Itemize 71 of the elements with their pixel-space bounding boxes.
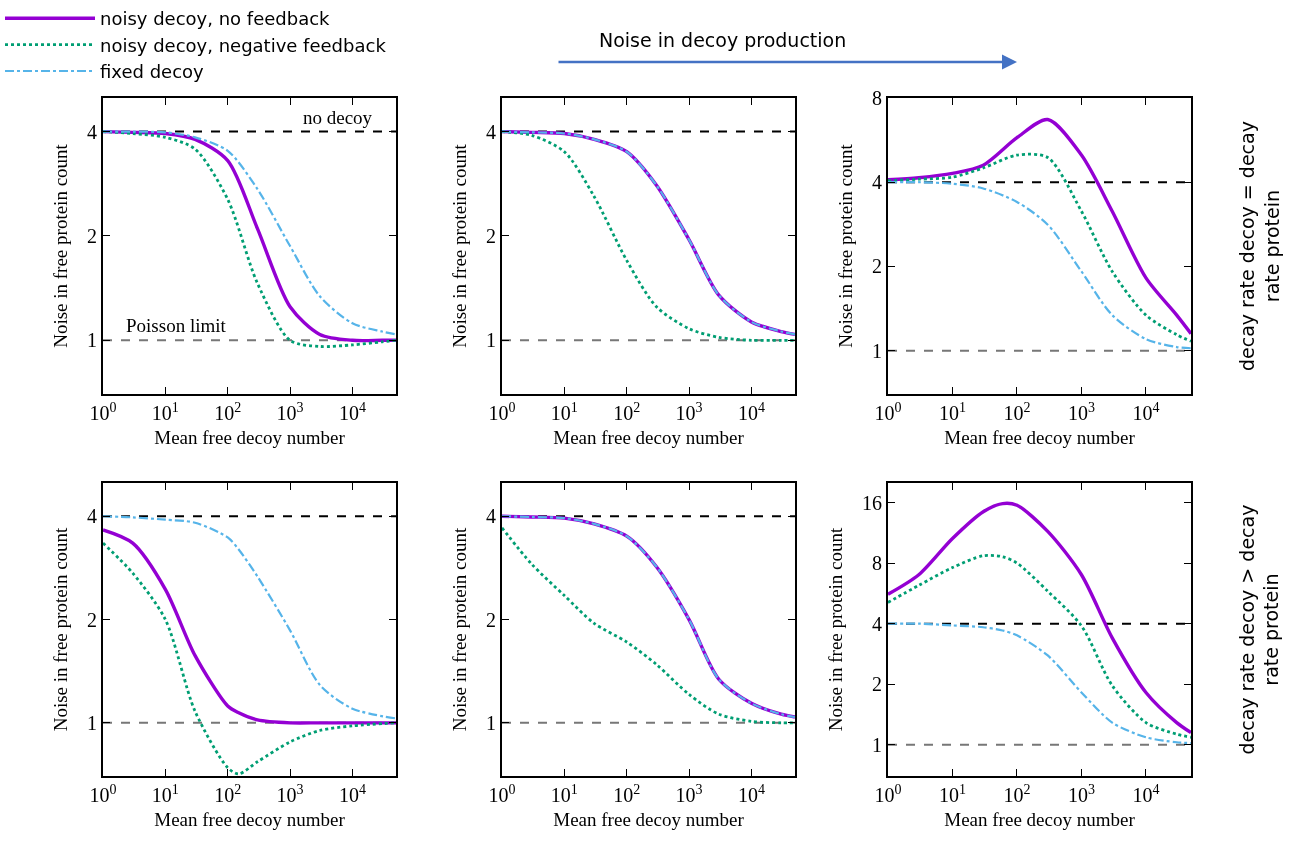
x-tick-label: 10$^{2}$ xyxy=(613,781,641,806)
y-tick-label: 1 xyxy=(872,733,882,756)
x-tick-label: 10$^{0}$ xyxy=(874,399,902,424)
ref-line-label: no decoy xyxy=(303,107,373,128)
y-axis-title: Noise in free protein count xyxy=(449,143,471,348)
y-tick-label: 1 xyxy=(872,339,882,362)
y-tick-label: 4 xyxy=(87,505,97,528)
ref-line-label: Poisson limit xyxy=(126,315,227,336)
x-tick-label: 10$^{2}$ xyxy=(214,781,242,806)
x-tick-label: 10$^{0}$ xyxy=(89,399,117,424)
x-tick-label: 10$^{3}$ xyxy=(1067,399,1095,424)
y-axis-title: Noise in free protein count xyxy=(835,143,857,348)
y-tick-label: 2 xyxy=(87,224,97,247)
x-tick-label: 10$^{1}$ xyxy=(151,399,179,424)
x-tick-label: 10$^{2}$ xyxy=(1003,399,1031,424)
x-tick-label: 10$^{0}$ xyxy=(89,781,117,806)
x-tick-label: 10$^{4}$ xyxy=(737,399,765,424)
x-tick-label: 10$^{3}$ xyxy=(675,399,703,424)
x-axis-title: Mean free decoy number xyxy=(154,427,346,449)
x-tick-label: 10$^{2}$ xyxy=(214,399,242,424)
y-tick-label: 4 xyxy=(486,120,496,143)
y-axis-title: Noise in free protein count xyxy=(449,526,471,732)
x-tick-label: 10$^{4}$ xyxy=(737,781,765,806)
x-tick-label: 10$^{2}$ xyxy=(613,399,641,424)
x-tick-label: 10$^{2}$ xyxy=(1003,781,1031,806)
x-axis-title: Mean free decoy number xyxy=(154,809,346,831)
y-tick-label: 2 xyxy=(486,608,496,631)
y-tick-label: 1 xyxy=(87,329,97,352)
x-tick-label: 10$^{3}$ xyxy=(276,399,304,424)
x-tick-label: 10$^{1}$ xyxy=(938,399,966,424)
y-tick-label: 2 xyxy=(486,224,496,247)
legend-label: noisy decoy, negative feedback xyxy=(100,34,387,56)
y-axis-title: Noise in free protein count xyxy=(825,526,847,732)
y-tick-label: 4 xyxy=(87,120,97,143)
text: Noise in decoy production xyxy=(599,29,847,51)
x-tick-label: 10$^{3}$ xyxy=(675,781,703,806)
x-tick-label: 10$^{4}$ xyxy=(1132,399,1160,424)
x-tick-label: 10$^{0}$ xyxy=(488,399,516,424)
x-tick-label: 10$^{1}$ xyxy=(151,781,179,806)
y-tick-label: 8 xyxy=(872,552,882,575)
x-tick-label: 10$^{1}$ xyxy=(550,399,578,424)
legend-label: noisy decoy, no feedback xyxy=(100,8,331,30)
x-tick-label: 10$^{4}$ xyxy=(338,399,366,424)
x-axis-title: Mean free decoy number xyxy=(944,809,1136,831)
y-tick-label: 2 xyxy=(872,255,882,278)
x-axis-title: Mean free decoy number xyxy=(553,809,745,831)
legend-label: fixed decoy xyxy=(100,61,205,83)
y-axis-title: Noise in free protein count xyxy=(50,143,72,348)
x-axis-title: Mean free decoy number xyxy=(553,427,745,449)
x-tick-label: 10$^{1}$ xyxy=(550,781,578,806)
y-tick-label: 4 xyxy=(872,612,882,635)
y-tick-label: 2 xyxy=(87,608,97,631)
x-tick-label: 10$^{4}$ xyxy=(1132,781,1160,806)
y-tick-label: 16 xyxy=(862,491,882,514)
y-axis-title: Noise in free protein count xyxy=(50,526,72,732)
y-tick-label: 8 xyxy=(872,87,882,109)
text: decay rate decoy > decay rate protein xyxy=(1235,504,1283,755)
x-tick-label: 10$^{1}$ xyxy=(938,781,966,806)
x-tick-label: 10$^{3}$ xyxy=(1067,781,1095,806)
y-tick-label: 1 xyxy=(87,711,97,734)
y-tick-label: 4 xyxy=(872,171,882,194)
y-tick-label: 2 xyxy=(872,673,882,696)
x-axis-title: Mean free decoy number xyxy=(944,427,1136,449)
y-tick-label: 1 xyxy=(486,711,496,734)
x-tick-label: 10$^{0}$ xyxy=(874,781,902,806)
y-tick-label: 1 xyxy=(486,329,496,352)
x-tick-label: 10$^{3}$ xyxy=(276,781,304,806)
x-tick-label: 10$^{4}$ xyxy=(338,781,366,806)
y-tick-label: 4 xyxy=(486,505,496,528)
x-tick-label: 10$^{0}$ xyxy=(488,781,516,806)
text: decay rate decoy = decay rate protein xyxy=(1236,121,1283,371)
